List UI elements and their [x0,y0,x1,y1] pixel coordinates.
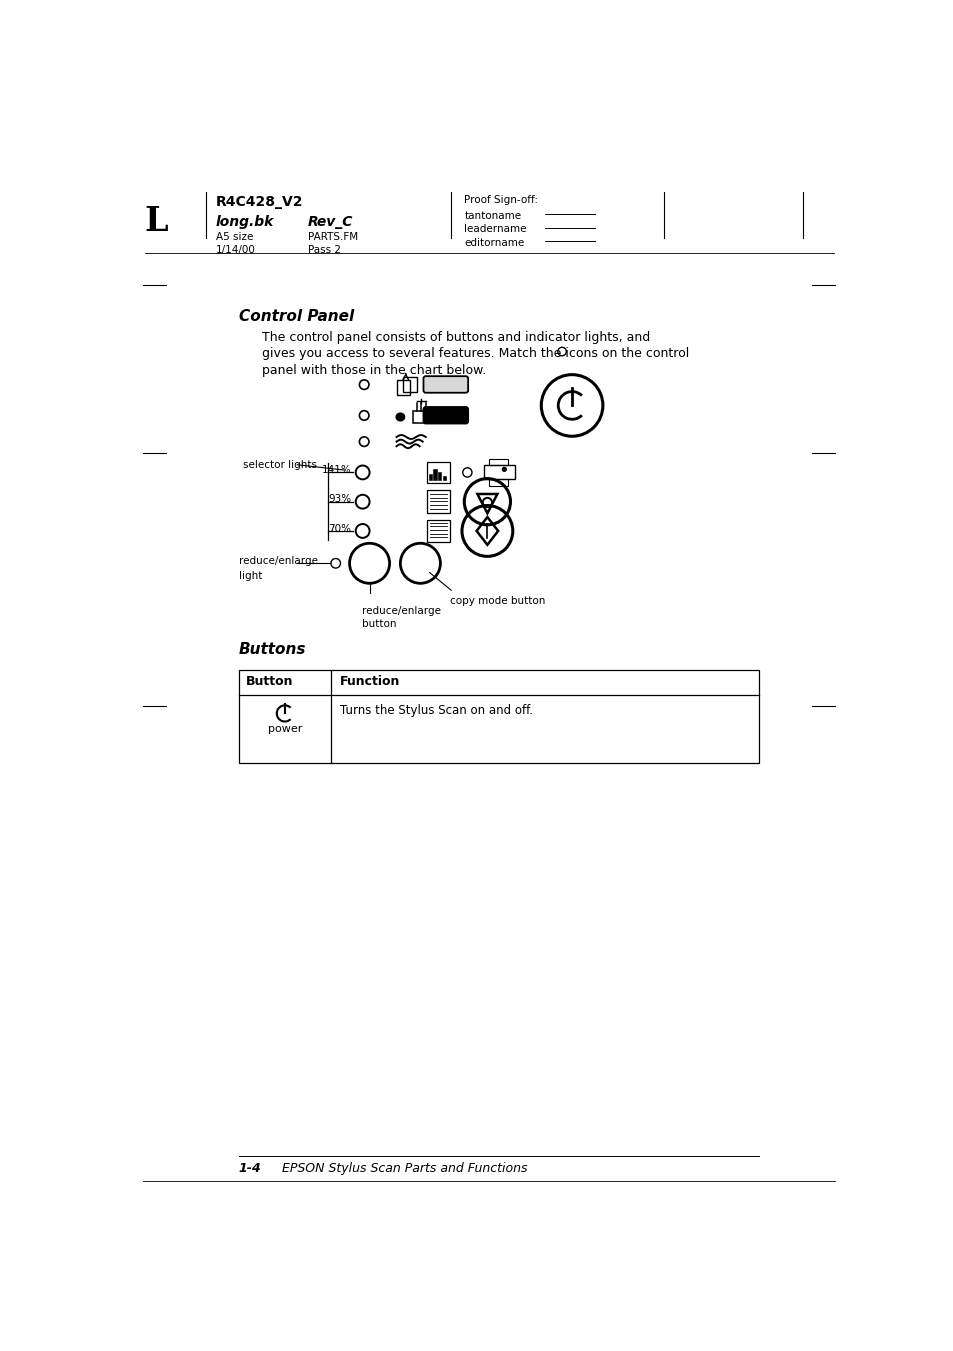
Text: 1/14/00: 1/14/00 [215,245,255,254]
Bar [484,465,515,480]
Bar [413,411,435,423]
Text: 141%: 141% [321,465,351,476]
Text: long.bk: long.bk [215,215,274,230]
Bar [426,490,449,513]
Text: Control Panel: Control Panel [238,309,354,324]
Text: Function: Function [340,676,400,688]
Text: selector lights: selector lights [243,459,317,470]
Text: Buttons: Buttons [238,642,306,657]
Bar [429,474,432,480]
Bar [442,476,445,480]
Text: 70%: 70% [328,524,351,534]
Text: R4C428_V2: R4C428_V2 [215,196,303,209]
Text: leadername: leadername [464,224,526,235]
Bar [433,469,436,480]
Bar [437,473,440,480]
Bar [402,377,416,392]
Text: gives you access to several features. Match the icons on the control: gives you access to several features. Ma… [261,347,688,361]
Bar [396,380,410,396]
Text: Button: Button [246,676,294,688]
Text: power: power [268,724,302,734]
Text: Turns the Stylus Scan on and off.: Turns the Stylus Scan on and off. [340,704,533,717]
Text: button: button [361,620,395,630]
Text: Rev_C: Rev_C [308,215,353,230]
Text: Proof Sign-off:: Proof Sign-off: [464,196,537,205]
FancyBboxPatch shape [423,407,468,423]
Text: Pass 2: Pass 2 [308,245,340,254]
Text: panel with those in the chart below.: panel with those in the chart below. [261,363,485,377]
Text: reduce/enlarge: reduce/enlarge [238,557,317,566]
Circle shape [502,467,506,471]
Bar [426,462,449,484]
Text: reduce/enlarge: reduce/enlarge [361,605,440,616]
FancyBboxPatch shape [423,376,468,393]
Text: tantoname: tantoname [464,211,521,220]
Bar [488,478,508,485]
Text: light: light [238,571,262,581]
Text: 93%: 93% [328,494,351,504]
Polygon shape [395,413,404,422]
Text: L: L [145,205,168,238]
Bar [238,670,759,763]
Text: A5 size: A5 size [215,232,253,242]
Text: editorname: editorname [464,238,524,249]
Text: PARTS.FM: PARTS.FM [308,232,357,242]
Text: The control panel consists of buttons and indicator lights, and: The control panel consists of buttons an… [261,331,649,343]
Text: 1-4: 1-4 [238,1162,261,1174]
Text: EPSON Stylus Scan Parts and Functions: EPSON Stylus Scan Parts and Functions [281,1162,527,1174]
Text: copy mode button: copy mode button [449,596,544,605]
Bar [426,520,449,542]
Bar [488,459,508,465]
